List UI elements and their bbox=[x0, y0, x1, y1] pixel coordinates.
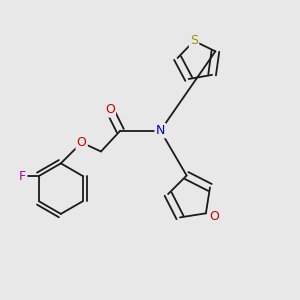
Text: O: O bbox=[77, 136, 87, 149]
Text: F: F bbox=[19, 169, 26, 182]
Text: N: N bbox=[156, 124, 165, 137]
Text: S: S bbox=[190, 34, 198, 47]
Text: O: O bbox=[209, 210, 219, 224]
Text: O: O bbox=[105, 103, 115, 116]
